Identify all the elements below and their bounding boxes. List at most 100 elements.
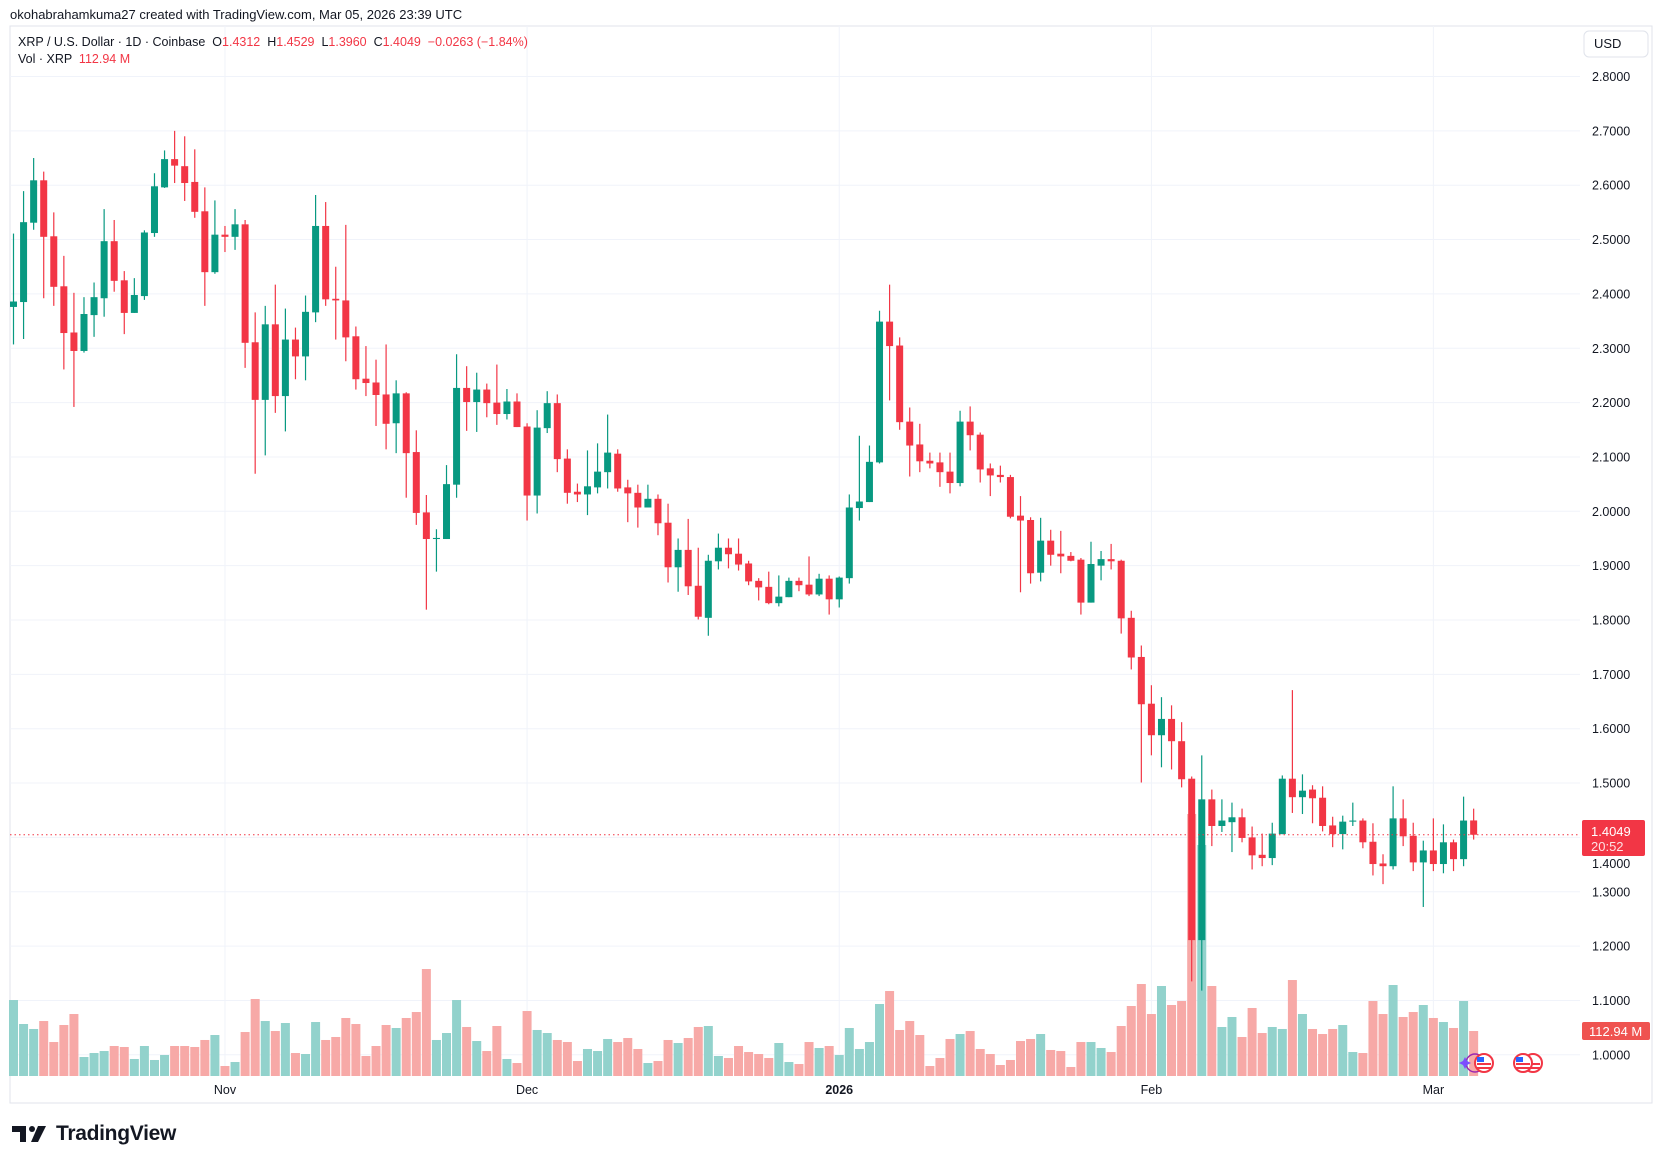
candle xyxy=(161,150,169,188)
candle xyxy=(20,191,28,340)
volume-bar xyxy=(341,1017,351,1076)
candle xyxy=(765,571,773,605)
candle-body xyxy=(815,578,823,595)
candle xyxy=(795,577,803,592)
candle xyxy=(614,449,622,492)
candle-body xyxy=(916,444,924,462)
price-axis[interactable]: 1.0000 1.1000 1.2000 1.3000 1.4000 1.5000 1.60… xyxy=(1592,70,1630,1062)
candle xyxy=(483,383,491,418)
volume-bar xyxy=(1156,986,1166,1076)
candle-body xyxy=(1127,617,1135,658)
us-flag-event-icon[interactable] xyxy=(1513,1053,1533,1073)
candle-body xyxy=(735,553,743,565)
volume-bar xyxy=(1328,1028,1338,1076)
high-label: H xyxy=(267,35,277,49)
last-price-tag: 1.4049 20:52 xyxy=(1582,820,1645,856)
candle-body xyxy=(1137,656,1145,705)
volume-bar xyxy=(1267,1026,1277,1076)
candle xyxy=(694,547,702,620)
candle-body xyxy=(1057,553,1065,557)
volume-bar xyxy=(79,1056,89,1076)
volume-bar xyxy=(1106,1052,1116,1076)
candle xyxy=(1037,517,1045,582)
currency-button[interactable]: USD xyxy=(1583,30,1649,58)
candle xyxy=(412,430,420,525)
logo-text: TradingView xyxy=(56,1122,177,1145)
volume-bar xyxy=(331,1036,341,1076)
candle-body xyxy=(976,434,984,470)
time-axis[interactable]: Nov Dec 2026 Feb Mar xyxy=(214,1083,1444,1097)
candle-body xyxy=(1339,821,1347,835)
volume-bar xyxy=(431,1039,441,1076)
volume-bar xyxy=(1227,1016,1237,1076)
volume-bar xyxy=(59,1025,69,1076)
candle xyxy=(1107,543,1115,570)
candle-body xyxy=(261,324,269,400)
candle-body xyxy=(1369,841,1377,865)
candle xyxy=(1017,496,1024,593)
volume-bar xyxy=(653,1061,663,1076)
candle-body xyxy=(473,389,481,403)
volume-bar xyxy=(381,1025,391,1076)
volume-bar xyxy=(965,1031,975,1076)
volume-bar xyxy=(955,1034,965,1076)
candle xyxy=(463,366,471,431)
candle xyxy=(1137,645,1145,783)
candle-body xyxy=(1379,863,1387,867)
candle xyxy=(654,494,662,536)
candle-body xyxy=(543,403,551,429)
candle xyxy=(1097,550,1105,581)
candle xyxy=(493,364,501,425)
candle-body xyxy=(1097,559,1105,566)
candle xyxy=(332,266,340,340)
volume-bar xyxy=(1096,1047,1106,1076)
symbol-legend[interactable]: XRP / U.S. Dollar · 1D · Coinbase O1.431… xyxy=(18,34,528,67)
candle xyxy=(1168,705,1176,770)
volume-bar xyxy=(1237,1036,1247,1076)
us-flag-event-icon[interactable] xyxy=(1474,1053,1494,1073)
volume-bar xyxy=(814,1047,824,1076)
volume-bar xyxy=(633,1048,643,1076)
high-value: 1.4529 xyxy=(276,35,315,49)
candle-body xyxy=(855,501,863,509)
volume-label: Vol · XRP xyxy=(18,51,72,66)
candle-body xyxy=(231,224,239,237)
volume-bar xyxy=(562,1042,572,1076)
candle-body xyxy=(161,159,169,188)
candle xyxy=(996,465,1004,483)
close-label: C xyxy=(373,35,383,49)
volume-row: Vol · XRP 112.94 M xyxy=(18,51,528,68)
candle-body xyxy=(281,339,289,397)
close-value: 1.4049 xyxy=(382,35,421,49)
volume-bar xyxy=(915,1035,925,1076)
price-tick-label: 2.6000 xyxy=(1592,179,1630,193)
candle xyxy=(1218,799,1226,832)
candle xyxy=(604,414,612,489)
volume-bar xyxy=(1247,1007,1257,1076)
volume-bar xyxy=(1338,1025,1348,1076)
volume-bar xyxy=(935,1057,945,1076)
candle-body xyxy=(422,512,430,540)
candle-body xyxy=(1349,820,1357,822)
candle xyxy=(1409,822,1417,872)
candle-body xyxy=(845,507,853,579)
candle-body xyxy=(865,461,873,503)
volume-bar xyxy=(19,1024,29,1076)
candle-body xyxy=(825,578,833,600)
candle xyxy=(865,445,873,503)
volume-bar xyxy=(764,1057,774,1076)
candle-body xyxy=(1178,741,1186,780)
candle xyxy=(231,209,239,250)
candle-body xyxy=(986,468,994,476)
candle-body xyxy=(110,241,118,281)
tradingview-logo[interactable]: TradingView xyxy=(12,1122,176,1146)
candle xyxy=(120,271,128,335)
candle xyxy=(825,575,833,615)
chart-frame xyxy=(9,25,1653,1104)
candle-body xyxy=(1006,477,1014,517)
time-tick-label: Feb xyxy=(1141,1083,1163,1097)
candle-body xyxy=(372,382,380,395)
volume-bar xyxy=(49,1042,59,1076)
price-tick-label: 1.5000 xyxy=(1592,777,1630,791)
